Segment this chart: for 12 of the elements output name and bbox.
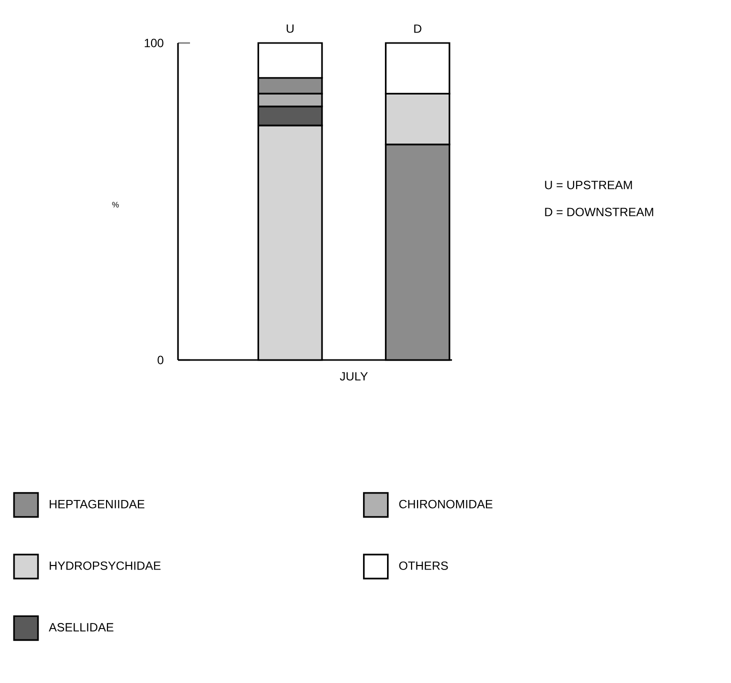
- x-tick-label: U: [286, 24, 294, 33]
- x-axis-title: JULY: [340, 372, 368, 381]
- y-tick-label: 100: [144, 38, 164, 48]
- legend-label: CHIRONOMIDAE: [399, 500, 492, 508]
- text: U = UPSTREAM: [545, 180, 632, 190]
- x-tick-label: D: [414, 24, 422, 33]
- y-tick-label: 0: [158, 356, 164, 364]
- text: D = DOWNSTREAM: [545, 208, 654, 216]
- legend-label: ASELLIDAE: [48, 623, 114, 632]
- legend-label: HYDROPSYCHIDAE: [50, 561, 161, 570]
- legend-label: OTHERS: [399, 561, 448, 570]
- legend-label: HEPTAGENIIDAE: [50, 500, 144, 508]
